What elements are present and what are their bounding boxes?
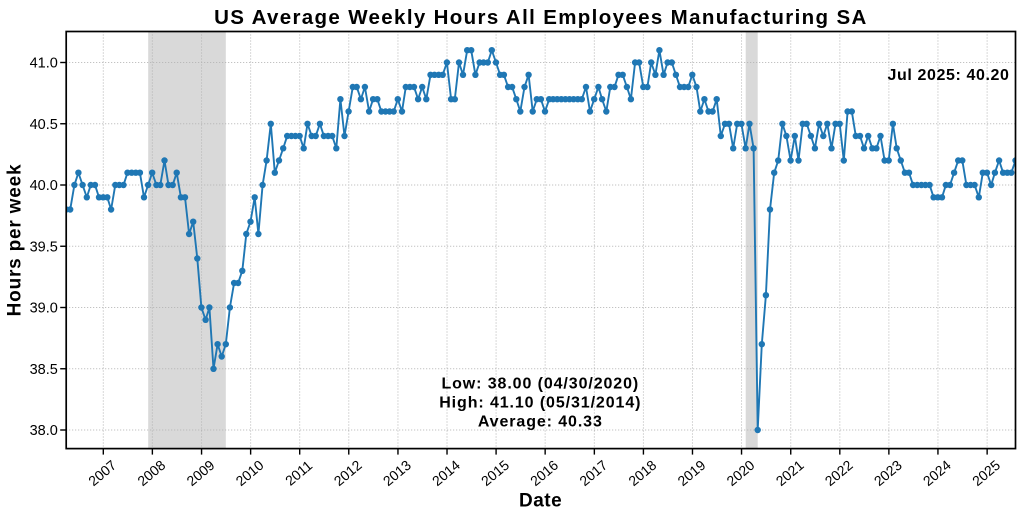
svg-text:US Average Weekly Hours All Em: US Average Weekly Hours All Employees Ma… [214, 6, 868, 29]
svg-text:Average: 40.33: Average: 40.33 [478, 414, 603, 431]
svg-text:40.0: 40.0 [30, 178, 58, 194]
svg-text:39.0: 39.0 [30, 301, 58, 317]
svg-text:40.5: 40.5 [30, 117, 58, 133]
svg-text:39.5: 39.5 [30, 239, 58, 255]
svg-text:High: 41.10 (05/31/2014): High: 41.10 (05/31/2014) [439, 395, 641, 412]
svg-text:Low: 38.00 (04/30/2020): Low: 38.00 (04/30/2020) [441, 375, 639, 392]
svg-text:41.0: 41.0 [30, 56, 58, 72]
svg-text:Jul 2025: 40.20: Jul 2025: 40.20 [888, 67, 1010, 84]
svg-text:Hours per week: Hours per week [5, 164, 26, 317]
svg-text:38.0: 38.0 [30, 423, 58, 439]
svg-text:38.5: 38.5 [30, 362, 58, 378]
svg-text:Date: Date [519, 490, 562, 511]
